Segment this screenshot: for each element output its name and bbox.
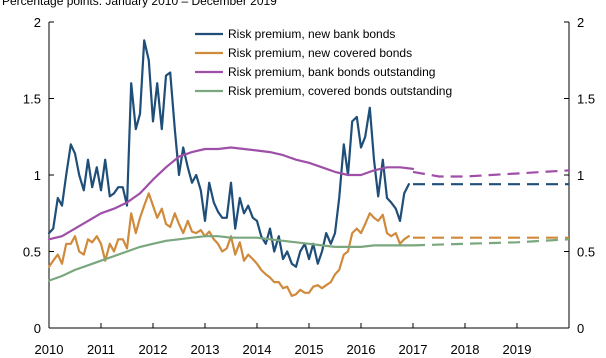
chart-legend: Risk premium, new bank bonds Risk premium… xyxy=(195,27,452,98)
x-tick-label: 2013 xyxy=(191,342,220,357)
series-line-3 xyxy=(47,146,415,241)
legend-label-2: Risk premium, new covered bonds xyxy=(228,46,412,60)
y-tick-label-left: 0.5 xyxy=(23,245,41,260)
series-line-4 xyxy=(47,235,415,282)
legend-label-3: Risk premium, bank bonds outstanding xyxy=(228,65,435,79)
legend-label-1: Risk premium, new bank bonds xyxy=(228,27,395,41)
x-tick-label: 2017 xyxy=(399,342,428,357)
series-line-2 xyxy=(47,192,410,297)
series-line-1 xyxy=(47,39,410,268)
legend-label-4: Risk premium, covered bonds outstanding xyxy=(228,84,452,98)
series-layer xyxy=(47,39,570,297)
x-tick-label: 2012 xyxy=(139,342,168,357)
y-tick-label-left: 2 xyxy=(34,15,41,30)
y-tick-label-left: 1 xyxy=(34,168,41,183)
x-tick-label: 2011 xyxy=(87,342,115,357)
y-tick-label-right: 1.5 xyxy=(577,92,595,107)
series-forecast-4 xyxy=(412,238,570,247)
x-tick-label: 2015 xyxy=(295,342,324,357)
x-tick-label: 2014 xyxy=(243,342,272,357)
y-tick-label-right: 2 xyxy=(577,15,584,30)
x-tick-label: 2010 xyxy=(35,342,64,357)
y-tick-label-left: 0 xyxy=(34,321,41,336)
series-forecast-3 xyxy=(412,169,570,178)
y-tick-label-left: 1.5 xyxy=(23,92,41,107)
y-tick-label-right: 0.5 xyxy=(577,245,595,260)
x-tick-label: 2018 xyxy=(451,342,480,357)
y-tick-label-right: 1 xyxy=(577,168,584,183)
chart-subtitle: Percentage points. January 2010 – Decemb… xyxy=(2,0,277,8)
y-tick-label-right: 0 xyxy=(577,321,584,336)
x-tick-label: 2019 xyxy=(503,342,532,357)
chart-axes: 0 0.5 1 1.5 2 0 0.5 1 1.5 2 2010 2011 2012 2013 2014 20… xyxy=(23,15,595,357)
x-tick-label: 2016 xyxy=(347,342,376,357)
